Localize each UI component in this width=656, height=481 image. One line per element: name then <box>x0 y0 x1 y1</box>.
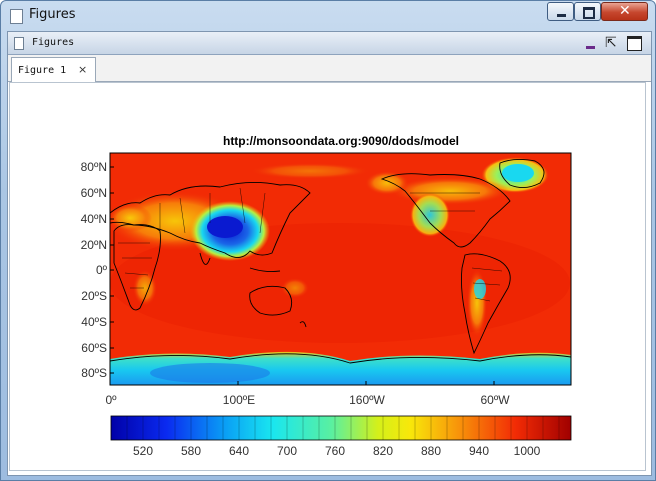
y-tick-label: 80ºS <box>81 366 107 380</box>
colorbar-tick-label: 640 <box>229 444 249 458</box>
undock-icon[interactable]: ⇱ <box>605 35 617 51</box>
y-tick-label: 20ºS <box>81 289 107 303</box>
dock-minimize-icon[interactable] <box>586 46 595 49</box>
maximize-button[interactable] <box>574 2 601 21</box>
colorbar-tick-label: 1000 <box>514 444 541 458</box>
tab-figure-1[interactable]: Figure 1 × <box>11 57 96 83</box>
document-icon <box>10 9 23 24</box>
y-tick-label: 60ºN <box>81 186 107 200</box>
colorbar-tick-label: 760 <box>325 444 345 458</box>
map-frame <box>109 152 572 386</box>
plot-title: http://monsoondata.org:9090/dods/model <box>223 134 459 148</box>
colorbar-tick-label: 940 <box>469 444 489 458</box>
map-field <box>110 153 571 385</box>
colorbar-labels: 520 580 640 700 760 820 880 940 1000 <box>133 444 541 458</box>
window-client: Figures ⇱ Figure 1 × <box>7 31 652 476</box>
dock-header: Figures ⇱ <box>8 32 651 55</box>
x-tick-label: 160ºW <box>349 393 385 407</box>
window-title: Figures <box>29 7 76 22</box>
close-button[interactable]: ✕ <box>601 2 648 21</box>
map-plot: http://monsoondata.org:9090/dods/model <box>81 134 572 458</box>
y-tick-label: 60ºS <box>81 341 107 355</box>
colorbar <box>110 415 572 441</box>
x-axis-labels: 0º 100ºE 160ºW 60ºW <box>105 393 510 407</box>
title-bar[interactable]: Figures ✕ <box>1 1 655 31</box>
coastlines <box>110 158 571 364</box>
y-tick-label: 40ºS <box>81 315 107 329</box>
x-tick-label: 60ºW <box>480 393 510 407</box>
colorbar-tick-label: 520 <box>133 444 153 458</box>
dock-title: Figures <box>32 37 75 48</box>
colorbar-tick-label: 580 <box>181 444 201 458</box>
y-tick-label: 20ºN <box>81 238 107 252</box>
tab-strip: Figure 1 × <box>8 55 651 83</box>
x-tick-label: 100ºE <box>223 393 255 407</box>
y-tick-label: 80ºN <box>81 160 107 174</box>
maximize-icon <box>583 7 595 19</box>
y-tick-label: 40ºN <box>81 212 107 226</box>
x-tick-label: 0º <box>105 393 117 407</box>
y-axis-labels: 80ºN 60ºN 40ºN 20ºN 0º 20ºS 40ºS 60ºS 80… <box>81 160 108 380</box>
colorbar-tick-label: 820 <box>373 444 393 458</box>
colorbar-tick-label: 700 <box>277 444 297 458</box>
minimize-icon <box>557 14 566 17</box>
y-tick-label: 0º <box>96 263 108 277</box>
close-icon: ✕ <box>619 3 631 19</box>
borders <box>118 187 503 302</box>
tab-label: Figure 1 <box>18 65 67 76</box>
axis-ticks <box>110 166 495 385</box>
dock-maximize-icon[interactable] <box>627 36 642 51</box>
colorbar-divisions <box>126 416 560 440</box>
colorbar-tick-label: 880 <box>421 444 441 458</box>
tab-close-icon[interactable]: × <box>78 63 88 76</box>
minimize-button[interactable] <box>547 2 574 21</box>
document-icon <box>14 37 24 50</box>
figure-canvas: http://monsoondata.org:9090/dods/model <box>9 82 646 471</box>
